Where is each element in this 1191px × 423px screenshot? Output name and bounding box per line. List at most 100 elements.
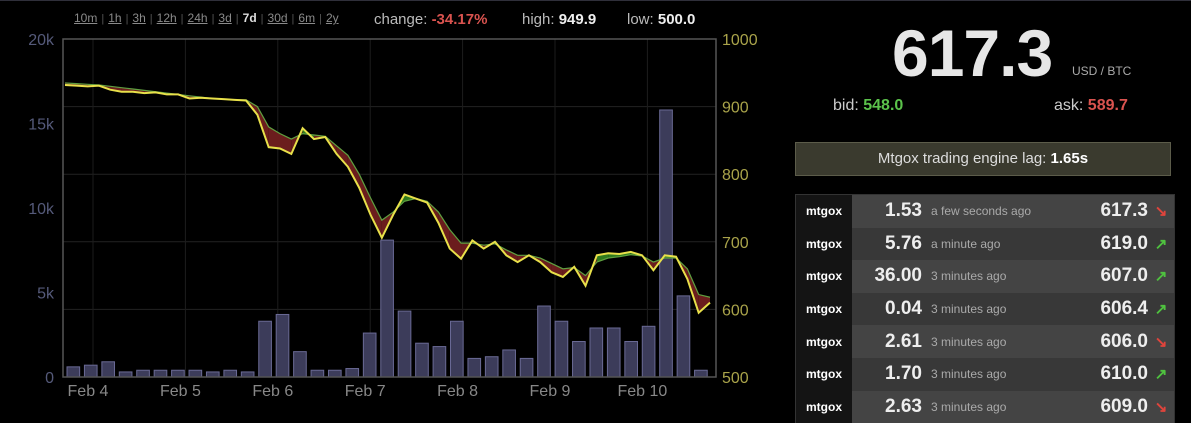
stat-change: change: -34.17% [374, 11, 487, 28]
x-tick-label: Feb 8 [437, 383, 478, 400]
volume-bar [380, 239, 394, 378]
trend-fill-down [336, 145, 348, 167]
volume-bar [606, 327, 621, 378]
trade-volume: 36.00 [874, 265, 922, 287]
volume-bar [624, 341, 638, 378]
x-tick-label: Feb 6 [252, 383, 293, 400]
period-link-12h[interactable]: 12h [156, 11, 177, 25]
period-link-10m[interactable]: 10m [74, 11, 98, 25]
period-link-3d[interactable]: 3d [218, 11, 232, 25]
volume-bar [572, 341, 586, 378]
volume-bar [310, 369, 325, 378]
trade-volume: 5.76 [885, 232, 922, 254]
trade-exchange: mtgox [796, 260, 852, 293]
trade-row: mtgox 2.63 3 minutes ago 609.0 ↘ [796, 390, 1174, 423]
trade-volume: 2.63 [885, 395, 922, 417]
volume-bar [136, 369, 150, 378]
trend-fill-down [438, 212, 450, 249]
x-tick-label: Feb 9 [530, 383, 571, 400]
volume-bar [362, 332, 377, 378]
y-left-tick-label: 15k [28, 117, 55, 134]
trend-fill-down [121, 87, 133, 92]
volume-bar [66, 366, 81, 378]
volume-bar [519, 357, 534, 378]
volume-bar [676, 295, 691, 378]
arrow-down-right-icon: ↘ [1154, 333, 1168, 351]
trade-time: 3 minutes ago [931, 269, 1007, 284]
volume-bar [467, 357, 482, 378]
plot-frame [62, 38, 717, 378]
high-value: 949.9 [558, 11, 597, 28]
price-chart[interactable]: 0 5k 10k 15k 20k 500 600 700 800 900 1000 Feb 4 Feb … [0, 28, 770, 412]
volume-bar [205, 371, 220, 378]
trade-exchange: mtgox [796, 227, 852, 261]
lag-label: Mtgox trading engine lag: [877, 150, 1047, 167]
trend-fill-down [359, 174, 371, 215]
y-right-tick-label: 1000 [722, 32, 758, 49]
volume-bar [153, 369, 168, 378]
period-separator: | [149, 13, 153, 25]
trend-fill-down [698, 294, 710, 313]
trade-row: mtgox 0.04 3 minutes ago 606.4 ↗ [796, 292, 1174, 326]
y-left-tick-label: 0 [45, 370, 54, 387]
volume-bar [275, 313, 290, 378]
period-link-6m[interactable]: 6m [298, 11, 316, 25]
trade-time: 3 minutes ago [931, 367, 1007, 382]
period-separator: | [319, 13, 322, 25]
volume-bar [345, 368, 360, 378]
period-link-2y[interactable]: 2y [325, 11, 339, 25]
volume-bar [502, 349, 516, 378]
trade-time: 3 minutes ago [931, 334, 1007, 349]
period-separator: | [260, 13, 264, 25]
trade-price: 606.0 [1100, 330, 1148, 352]
change-label: change: [374, 11, 428, 28]
trade-exchange: mtgox [796, 195, 852, 228]
y-right-tick-label: 500 [722, 370, 749, 387]
x-tick-label: Feb 10 [617, 383, 667, 400]
bid: bid: 548.0 [833, 97, 903, 115]
trade-exchange: mtgox [796, 292, 852, 326]
last-price: 617.3 [892, 16, 1053, 90]
y-right-tick-label: 900 [722, 100, 749, 117]
price-line [64, 83, 711, 315]
period-link-30d[interactable]: 30d [267, 11, 288, 25]
period-link-24h[interactable]: 24h [187, 11, 208, 25]
volume-bar [484, 356, 499, 378]
volume-bar [293, 351, 307, 378]
arrow-down-right-icon: ↘ [1154, 203, 1168, 221]
volume-bar [240, 371, 255, 378]
period-separator: | [291, 13, 295, 25]
arrow-up-right-icon: ↗ [1154, 268, 1168, 286]
high-label: high: [522, 11, 555, 28]
trade-volume: 1.53 [885, 200, 922, 222]
ask: ask: 589.7 [1054, 97, 1128, 115]
engine-lag-banner: Mtgox trading engine lag: 1.65s [795, 142, 1171, 176]
volume-bar [450, 320, 464, 378]
volume-bar [537, 305, 551, 378]
trade-row: mtgox 1.53 a few seconds ago 617.3 ↘ [796, 195, 1174, 228]
trend-fill-down [506, 249, 518, 263]
trade-volume: 0.04 [885, 298, 922, 320]
arrow-up-right-icon: ↗ [1154, 235, 1168, 253]
period-link-3h[interactable]: 3h [132, 11, 146, 25]
arrow-up-right-icon: ↗ [1154, 301, 1168, 319]
trade-price: 606.4 [1100, 298, 1148, 320]
recent-trades-list: mtgox 1.53 a few seconds ago 617.3 ↘ mtgox 5.7… [795, 194, 1175, 423]
trade-exchange: mtgox [796, 325, 852, 358]
y-left-tick-label: 20k [28, 32, 55, 49]
stat-low: low: 500.0 [627, 11, 695, 28]
trade-time: 3 minutes ago [931, 399, 1007, 414]
trade-volume: 1.70 [885, 363, 922, 385]
trend-fill-down [370, 197, 382, 238]
trade-price: 607.0 [1100, 265, 1148, 287]
volume-bar [397, 310, 412, 378]
y-right-tick-label: 600 [722, 302, 749, 319]
lag-value: 1.65s [1050, 150, 1089, 167]
period-link-7d[interactable]: 7d [242, 11, 257, 25]
trade-price: 609.0 [1100, 395, 1148, 417]
period-link-1h[interactable]: 1h [108, 11, 122, 25]
period-separator: | [180, 13, 184, 25]
volume-bar [171, 369, 185, 378]
bid-value: 548.0 [863, 97, 904, 114]
volume-bar [83, 364, 98, 378]
